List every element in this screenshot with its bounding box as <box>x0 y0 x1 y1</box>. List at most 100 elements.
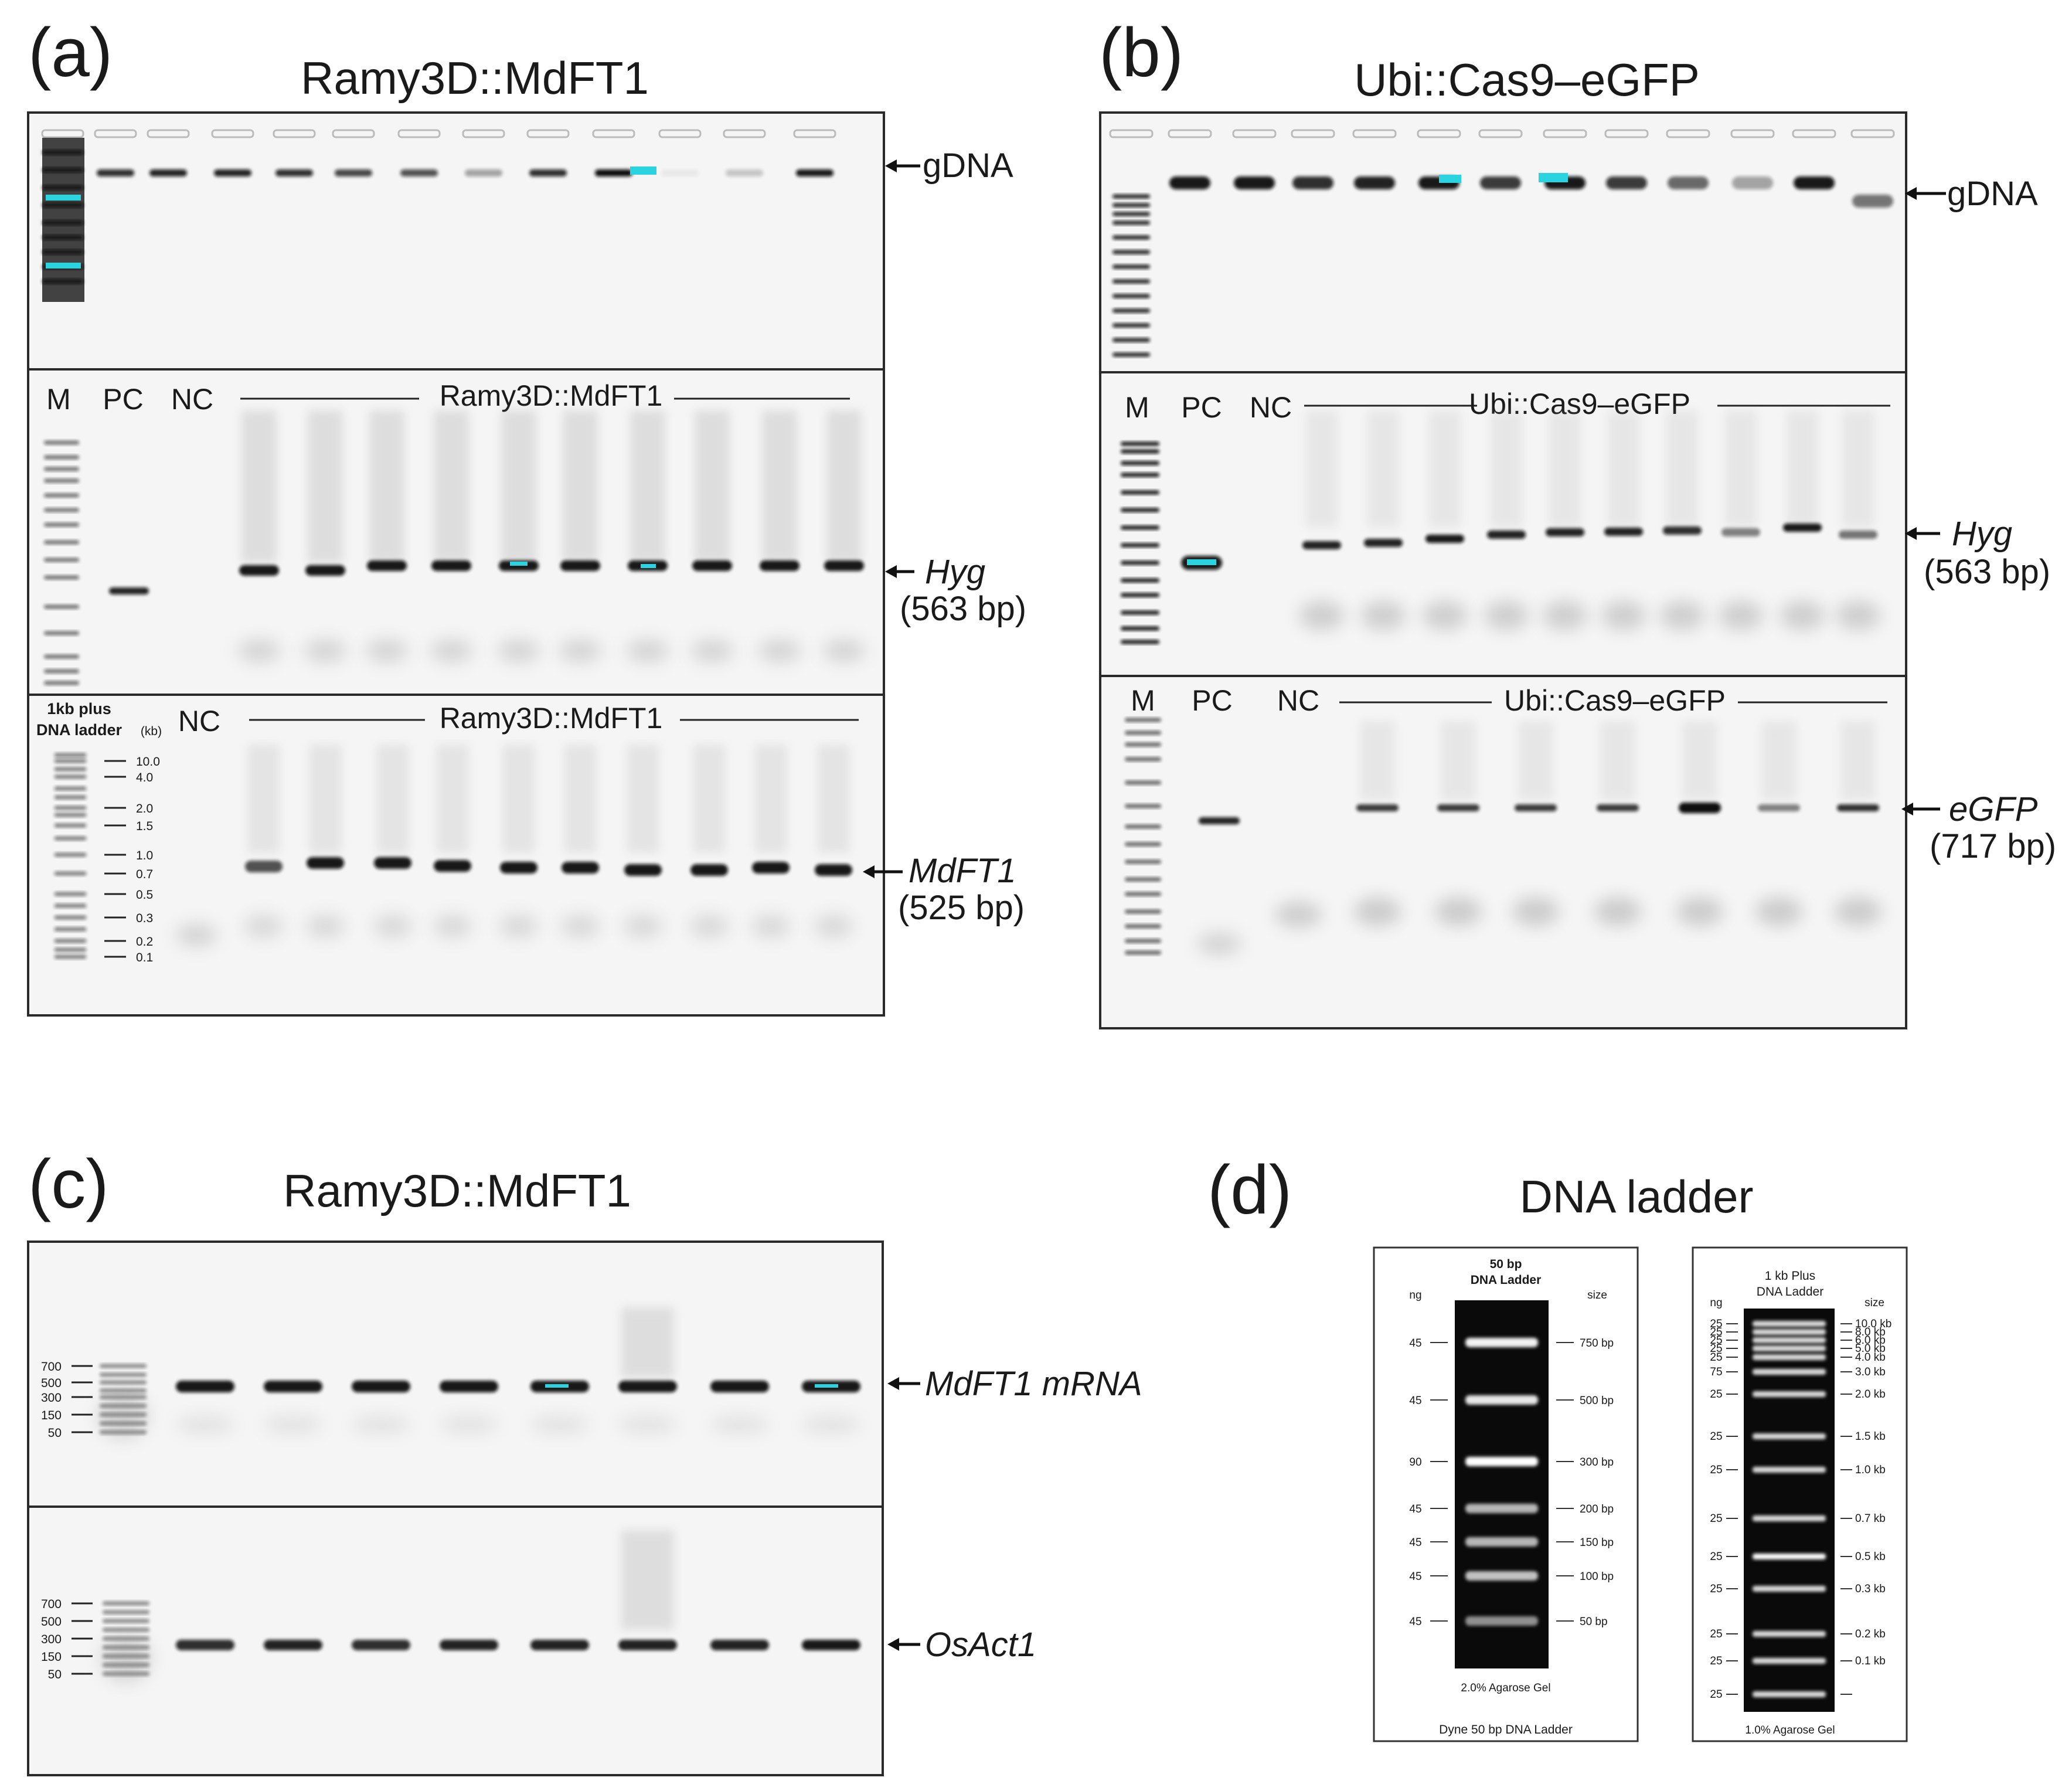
ladder-50bp-band-5 <box>1465 1571 1538 1581</box>
ladder-1kb-bands: 25 10.0 kb 25 8.0 kb 25 6.0 kb 25 5.0 kb 25 4.0 k… <box>1710 1318 1891 1701</box>
a-ladder-size-0: 10.0 <box>136 755 160 769</box>
c-mrna-haze-2 <box>352 1416 410 1433</box>
a-ladder-size-6: 0.5 <box>136 888 153 902</box>
b-gdna-well-7 <box>1543 129 1587 138</box>
ladder-1kb-gel-note: 1.0% Agarose Gel <box>1745 1724 1835 1736</box>
panel-a-ladder-unit: (kb) <box>141 725 162 738</box>
panel-a-hyg-arrow: Hyg (563 bp) <box>885 553 1026 628</box>
ladder-1kb-ng-header: ng <box>1710 1297 1722 1309</box>
panel-b-gdna-arrow: gDNA <box>1905 175 2038 213</box>
a-hyg-smear-9 <box>826 410 862 563</box>
ladder-1kb-title-1: 1 kb Plus <box>1765 1269 1815 1283</box>
ladder-50bp-gel <box>1455 1300 1549 1668</box>
ladder-50bp-bands: 45 750 bp 45 500 bp 90 300 bp 45 200 bp 45 150 bp… <box>1409 1337 1614 1628</box>
a-hyg-smear-2 <box>369 410 404 563</box>
ladder-1kb-ng-1: 25 <box>1710 1326 1722 1338</box>
a-mdft-primer-5 <box>561 915 600 938</box>
b-hyg-band-0 <box>1302 541 1341 549</box>
b-hyg-ladder-band-6 <box>1121 525 1159 530</box>
c-mrna-haze-0 <box>176 1416 234 1433</box>
b-hyg-ladder-band-0 <box>1121 441 1159 446</box>
a-mdft-band-9 <box>815 864 852 876</box>
b-hyg-primer-4 <box>1543 601 1587 630</box>
ladder-50bp-size-3: 200 bp <box>1580 1503 1614 1515</box>
b-hyg-smear-5 <box>1607 410 1640 528</box>
b-hyg-band-8 <box>1783 524 1822 532</box>
a-hyg-primer-8 <box>758 639 801 662</box>
c-mrna-haze-3 <box>440 1416 498 1433</box>
b-egfp-band-4 <box>1679 803 1721 813</box>
c-act-ladder-haze <box>101 1636 151 1683</box>
panel-c-act-ladder-labels: 700 500 300 150 50 <box>41 1598 93 1681</box>
a-hyg-band-3 <box>431 560 471 571</box>
c-mrna-band-0 <box>176 1381 234 1392</box>
panel-c-gel-frame <box>27 1241 884 1776</box>
a-mdft-band-5 <box>562 862 599 874</box>
b-gdna-ladder-band-10 <box>1112 323 1150 328</box>
a-gdna-well-4 <box>273 129 316 138</box>
panel-a-ladder-name-1: 1kb plus <box>47 700 111 718</box>
panel-a-mdft-label: MdFT1 <box>909 852 1016 890</box>
a-mdft-band-0 <box>245 861 283 872</box>
ladder-1kb-ng-8: 25 <box>1710 1464 1722 1476</box>
ladder-50bp-size-6: 50 bp <box>1580 1616 1608 1628</box>
panel-b-title: Ubi::Cas9–eGFP <box>1354 54 1700 106</box>
a-ladder-size-5: 0.7 <box>136 868 153 881</box>
ladder-1kb-band-6 <box>1753 1391 1826 1397</box>
ladder-50bp-band-1 <box>1465 1395 1538 1405</box>
b-egfp-band-3 <box>1597 804 1639 811</box>
b-hyg-primer-3 <box>1484 601 1529 630</box>
b-egfp-primer-4 <box>1676 897 1723 926</box>
ladder-50bp-ng-5: 45 <box>1409 1571 1421 1583</box>
c-act-band-2 <box>352 1640 410 1650</box>
b-egfp-smear-0 <box>1360 721 1395 800</box>
b-egfp-ladder-band-4 <box>1125 780 1161 785</box>
panel-b-egfp-construct: Ubi::Cas9–eGFP <box>1504 684 1726 717</box>
a-hyg-smear-7 <box>695 410 730 563</box>
b-gdna-band-11 <box>1852 195 1893 208</box>
b-gdna-ladder-band-5 <box>1112 250 1150 254</box>
a-gdna-sample-highlight <box>630 166 656 175</box>
ladder-1kb-ng-0: 25 <box>1710 1318 1722 1330</box>
b-egfp-primer-5 <box>1755 897 1802 926</box>
b-hyg-smear-7 <box>1724 410 1757 528</box>
ladder-1kb-band-3 <box>1753 1345 1826 1351</box>
panel-a-ladder-name-2: DNA ladder <box>36 721 123 739</box>
b-gdna-well-6 <box>1478 129 1523 138</box>
b-hyg-ladder-band-10 <box>1121 593 1159 597</box>
a-mdft-ladder-band-4 <box>54 786 87 791</box>
a-gdna-well-0 <box>41 129 84 138</box>
ladder-1kb-ng-5: 75 <box>1710 1366 1722 1378</box>
b-hyg-ladder-band-5 <box>1121 508 1159 512</box>
b-egfp-band-6 <box>1837 804 1879 811</box>
b-egfp-band-0 <box>1356 804 1399 811</box>
panel-a-mdft-header: 1kb plus DNA ladder (kb) NC Ramy3D::MdFT… <box>36 700 859 739</box>
b-gdna-well-9 <box>1666 129 1710 138</box>
c-act-band-5 <box>618 1640 677 1650</box>
ladder-1kb-band-1 <box>1753 1329 1826 1335</box>
b-egfp-ladder-band-7 <box>1125 842 1161 847</box>
c-mrna-haze-1 <box>264 1416 322 1433</box>
ladder-1kb-card: 1 kb Plus DNA Ladder ng size 25 10.0 kb25… <box>1692 1246 1908 1742</box>
b-egfp-primer-3 <box>1594 897 1641 926</box>
a-mdft-primer-6 <box>624 915 662 938</box>
a-gdna-band-10 <box>726 169 763 176</box>
b-gdna-ladder-band-2 <box>1112 212 1150 216</box>
panel-b-egfp-pc: PC <box>1192 684 1232 717</box>
a-gdna-well-1 <box>94 129 137 138</box>
b-egfp-ladder-band-1 <box>1125 730 1161 735</box>
panel-a-hyg-m: M <box>46 383 71 416</box>
b-gdna-well-4 <box>1352 129 1397 138</box>
panel-b: (b) Ubi::Cas9–eGFP gDNA M PC NC Ubi::Cas… <box>1099 14 2056 1029</box>
ladder-1kb-band-5 <box>1753 1369 1826 1375</box>
a-hyg-band-2 <box>367 560 407 571</box>
a-mdft-smear-9 <box>817 745 850 853</box>
c-mrna-band-2 <box>352 1381 410 1392</box>
ladder-1kb-size-6: 2.0 kb <box>1855 1388 1886 1401</box>
panel-b-egfp-label: eGFP <box>1949 790 2038 828</box>
ladder-1kb-band-8 <box>1753 1467 1826 1473</box>
a-mdft-primer-9 <box>814 915 853 938</box>
a-hyg-band-7 <box>692 560 732 571</box>
a-mdft-primer-8 <box>751 915 790 938</box>
a-ladder-size-3: 1.5 <box>136 820 153 833</box>
